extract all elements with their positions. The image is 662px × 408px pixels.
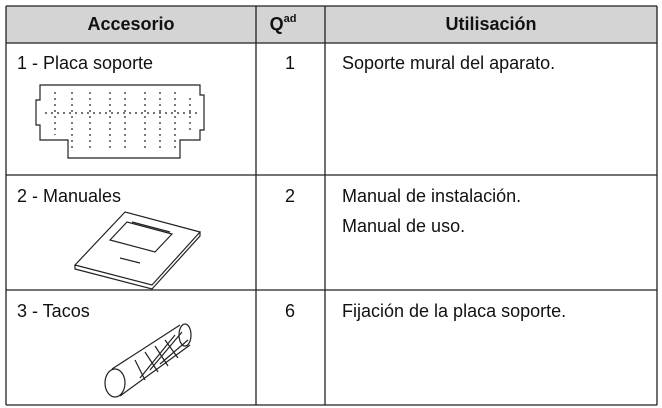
quantity: 1	[285, 53, 295, 73]
table-grid	[5, 5, 658, 406]
header-sup: ad	[284, 13, 297, 25]
header-cell: Accesorio	[87, 14, 174, 34]
plug-illustration	[104, 323, 192, 398]
header-q: Q	[270, 14, 284, 34]
accessory-name: 2 - Manuales	[17, 186, 121, 206]
header-cell: Utilisación	[445, 14, 536, 34]
accessory-name: 3 - Tacos	[17, 301, 90, 321]
header-cell: Qad	[270, 13, 297, 34]
quantity: 2	[285, 186, 295, 206]
accessory-name: 1 - Placa soporte	[17, 53, 153, 73]
manual-illustration	[73, 211, 202, 290]
quantity: 6	[285, 301, 295, 321]
usage: Manual de uso.	[342, 216, 465, 236]
header-background	[6, 6, 657, 43]
usage: Soporte mural del aparato.	[342, 53, 555, 73]
usage: Fijación de la placa soporte.	[342, 301, 566, 321]
usage: Manual de instalación.	[342, 186, 521, 206]
plate-illustration	[35, 84, 205, 159]
